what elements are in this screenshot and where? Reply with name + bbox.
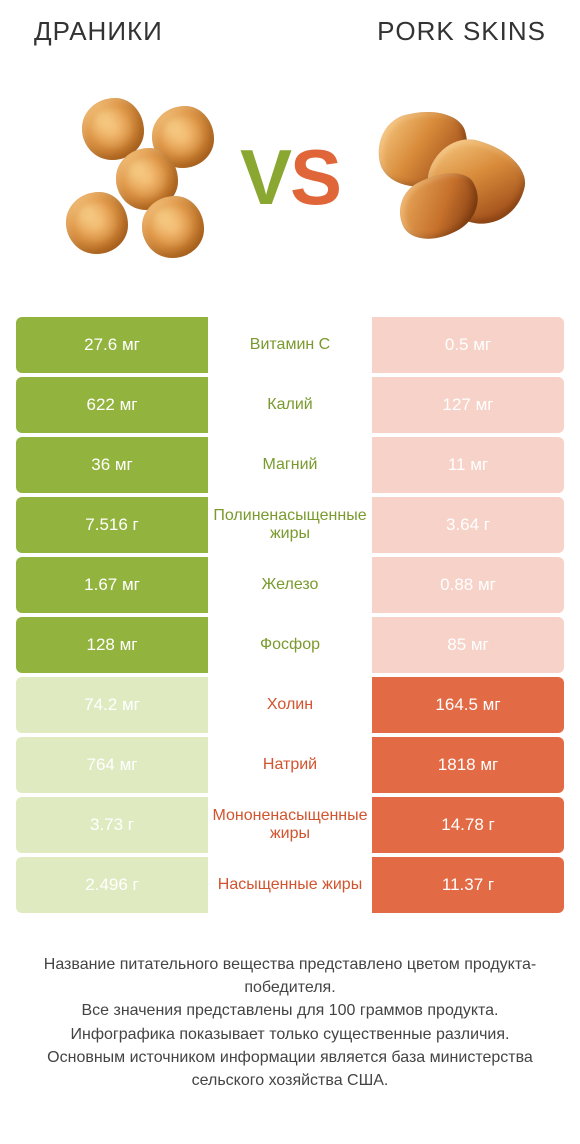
vs-v: V	[240, 132, 290, 223]
cell-mid: Полиненасыщенные жиры	[208, 497, 372, 553]
cell-left: 27.6 мг	[16, 317, 208, 373]
cell-right: 14.78 г	[372, 797, 564, 853]
cell-right: 0.88 мг	[372, 557, 564, 613]
table-row: 128 мг Фосфор 85 мг	[16, 617, 564, 673]
cell-left: 622 мг	[16, 377, 208, 433]
cell-right: 127 мг	[372, 377, 564, 433]
cell-left: 74.2 мг	[16, 677, 208, 733]
hero-row: VS	[16, 67, 564, 287]
nutrition-table: 27.6 мг Витамин C 0.5 мг 622 мг Калий 12…	[16, 317, 564, 913]
cell-right: 3.64 г	[372, 497, 564, 553]
cell-mid: Витамин C	[208, 317, 372, 373]
footer-line: Инфографика показывает только существенн…	[36, 1023, 544, 1046]
cell-mid: Насыщенные жиры	[208, 857, 372, 913]
footer-line: Название питательного вещества представл…	[36, 953, 544, 999]
cell-mid: Холин	[208, 677, 372, 733]
cell-left: 2.496 г	[16, 857, 208, 913]
cell-mid: Калий	[208, 377, 372, 433]
table-row: 1.67 мг Железо 0.88 мг	[16, 557, 564, 613]
header-row: ДРАНИКИ PORK SKINS	[16, 16, 564, 67]
cell-right: 0.5 мг	[372, 317, 564, 373]
table-row: 3.73 г Мононенасыщенные жиры 14.78 г	[16, 797, 564, 853]
cell-mid: Мононенасыщенные жиры	[208, 797, 372, 853]
table-row: 2.496 г Насыщенные жиры 11.37 г	[16, 857, 564, 913]
cell-right: 11.37 г	[372, 857, 564, 913]
cell-mid: Железо	[208, 557, 372, 613]
infographic-container: ДРАНИКИ PORK SKINS VS 27.6 мг Витамин C …	[0, 0, 580, 1092]
vs-s: S	[290, 132, 340, 223]
cell-right: 1818 мг	[372, 737, 564, 793]
cell-mid: Фосфор	[208, 617, 372, 673]
cell-left: 36 мг	[16, 437, 208, 493]
footer-notes: Название питательного вещества представл…	[16, 917, 564, 1092]
cell-left: 7.516 г	[16, 497, 208, 553]
footer-line: Все значения представлены для 100 граммо…	[36, 999, 544, 1022]
cell-left: 128 мг	[16, 617, 208, 673]
table-row: 74.2 мг Холин 164.5 мг	[16, 677, 564, 733]
cell-mid: Натрий	[208, 737, 372, 793]
title-right: PORK SKINS	[377, 16, 546, 47]
footer-line: Основным источником информации является …	[36, 1046, 544, 1092]
vs-label: VS	[240, 132, 340, 223]
draniki-image	[42, 92, 232, 262]
cell-left: 764 мг	[16, 737, 208, 793]
cell-right: 164.5 мг	[372, 677, 564, 733]
cell-right: 11 мг	[372, 437, 564, 493]
table-row: 764 мг Натрий 1818 мг	[16, 737, 564, 793]
table-row: 27.6 мг Витамин C 0.5 мг	[16, 317, 564, 373]
title-left: ДРАНИКИ	[34, 16, 163, 47]
table-row: 7.516 г Полиненасыщенные жиры 3.64 г	[16, 497, 564, 553]
table-row: 622 мг Калий 127 мг	[16, 377, 564, 433]
table-row: 36 мг Магний 11 мг	[16, 437, 564, 493]
cell-right: 85 мг	[372, 617, 564, 673]
cell-left: 1.67 мг	[16, 557, 208, 613]
cell-left: 3.73 г	[16, 797, 208, 853]
cell-mid: Магний	[208, 437, 372, 493]
pork-skins-image	[348, 92, 538, 262]
